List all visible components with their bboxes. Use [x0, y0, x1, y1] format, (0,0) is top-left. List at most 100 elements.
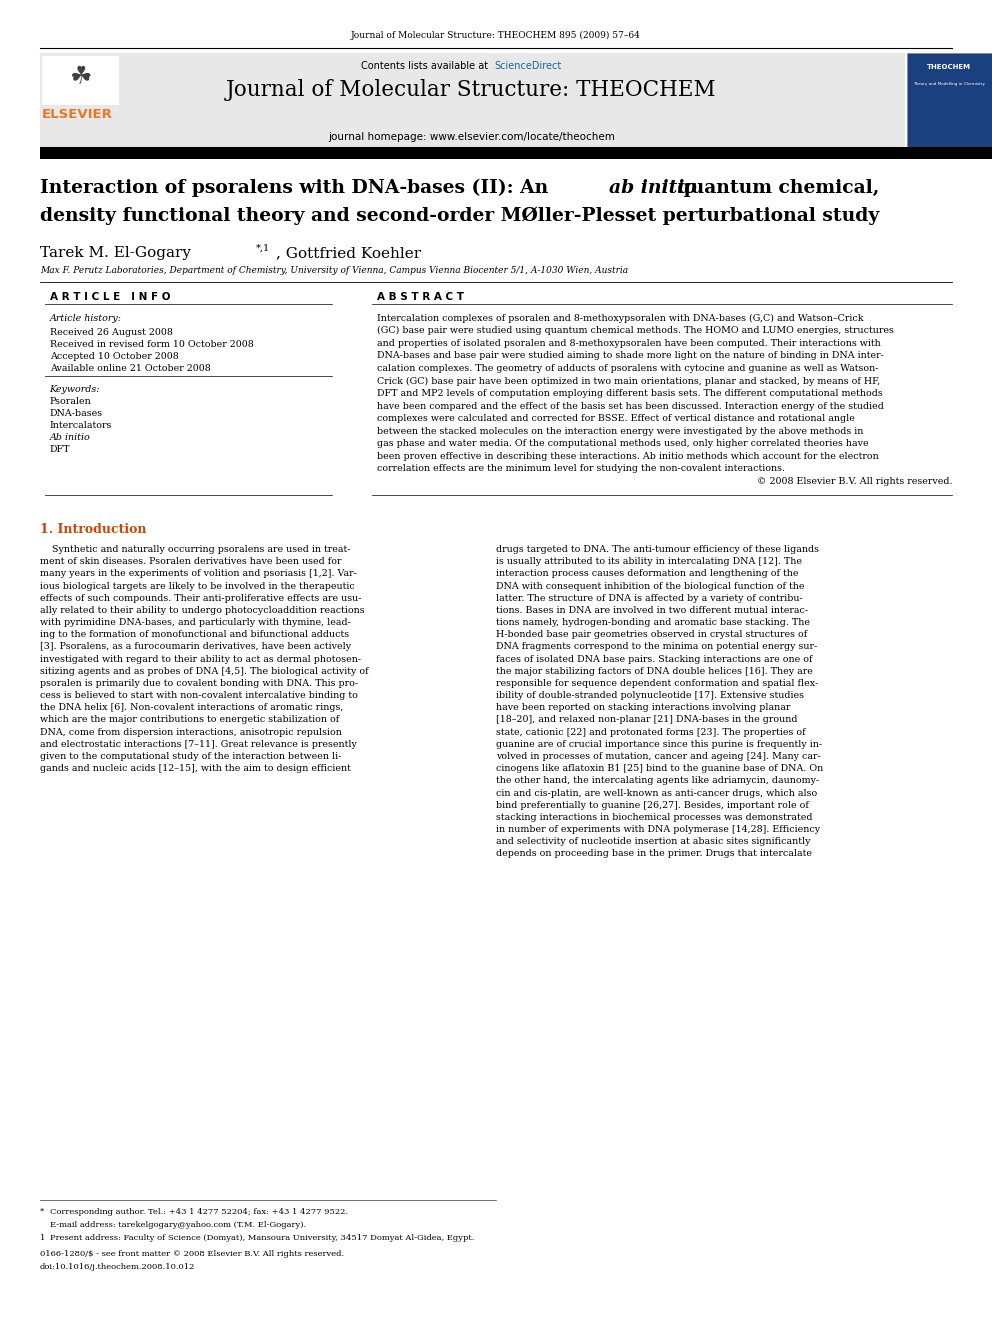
Text: Crick (GC) base pair have been optimized in two main orientations, planar and st: Crick (GC) base pair have been optimized… — [377, 376, 880, 385]
Text: volved in processes of mutation, cancer and ageing [24]. Many car-: volved in processes of mutation, cancer … — [496, 751, 820, 761]
Text: gands and nucleic acids [12–15], with the aim to design efficient: gands and nucleic acids [12–15], with th… — [40, 765, 350, 773]
Text: H-bonded base pair geometries observed in crystal structures of: H-bonded base pair geometries observed i… — [496, 630, 807, 639]
Text: [18–20], and relaxed non-planar [21] DNA-bases in the ground: [18–20], and relaxed non-planar [21] DNA… — [496, 716, 798, 725]
Text: investigated with regard to their ability to act as dermal photosen-: investigated with regard to their abilit… — [40, 655, 361, 664]
Text: ELSEVIER: ELSEVIER — [42, 108, 112, 122]
Text: [3]. Psoralens, as a furocoumarin derivatives, have been actively: [3]. Psoralens, as a furocoumarin deriva… — [40, 643, 351, 651]
Text: *: * — [40, 1208, 44, 1216]
Text: and electrostatic interactions [7–11]. Great relevance is presently: and electrostatic interactions [7–11]. G… — [40, 740, 356, 749]
Text: interaction process causes deformation and lengthening of the: interaction process causes deformation a… — [496, 569, 799, 578]
Text: and selectivity of nucleotide insertion at abasic sites significantly: and selectivity of nucleotide insertion … — [496, 837, 810, 847]
Text: the DNA helix [6]. Non-covalent interactions of aromatic rings,: the DNA helix [6]. Non-covalent interact… — [40, 704, 343, 712]
Text: Received in revised form 10 October 2008: Received in revised form 10 October 2008 — [50, 340, 253, 349]
Text: Accepted 10 October 2008: Accepted 10 October 2008 — [50, 352, 179, 361]
Text: ibility of double-stranded polynucleotide [17]. Extensive studies: ibility of double-stranded polynucleotid… — [496, 691, 804, 700]
Text: between the stacked molecules on the interaction energy were investigated by the: between the stacked molecules on the int… — [377, 426, 863, 435]
Text: density functional theory and second-order MØller-Plesset perturbational study: density functional theory and second-ord… — [40, 206, 879, 225]
Text: effects of such compounds. Their anti-proliferative effects are usu-: effects of such compounds. Their anti-pr… — [40, 594, 361, 603]
Text: and properties of isolated psoralen and 8-methoxypsoralen have been computed. Th: and properties of isolated psoralen and … — [377, 339, 881, 348]
Text: have been compared and the effect of the basis set has been discussed. Interacti: have been compared and the effect of the… — [377, 402, 884, 410]
Text: , Gottfried Koehler: , Gottfried Koehler — [276, 246, 421, 261]
Text: psoralen is primarily due to covalent bonding with DNA. This pro-: psoralen is primarily due to covalent bo… — [40, 679, 358, 688]
Text: ing to the formation of monofunctional and bifunctional adducts: ing to the formation of monofunctional a… — [40, 630, 349, 639]
Bar — [40, 147, 992, 159]
Text: Theory and Modelling in Chemistry: Theory and Modelling in Chemistry — [914, 82, 985, 86]
Text: doi:10.1016/j.theochem.2008.10.012: doi:10.1016/j.theochem.2008.10.012 — [40, 1263, 195, 1271]
Text: depends on proceeding base in the primer. Drugs that intercalate: depends on proceeding base in the primer… — [496, 849, 812, 859]
Text: © 2008 Elsevier B.V. All rights reserved.: © 2008 Elsevier B.V. All rights reserved… — [757, 478, 952, 486]
Text: DNA-bases: DNA-bases — [50, 409, 103, 418]
Text: ious biological targets are likely to be involved in the therapeutic: ious biological targets are likely to be… — [40, 582, 354, 590]
Text: 0166-1280/$ - see front matter © 2008 Elsevier B.V. All rights reserved.: 0166-1280/$ - see front matter © 2008 El… — [40, 1250, 344, 1258]
Text: ☘: ☘ — [69, 65, 91, 89]
Text: E-mail address: tarekelgogary@yahoo.com (T.M. El-Gogary).: E-mail address: tarekelgogary@yahoo.com … — [50, 1221, 306, 1229]
Text: Tarek M. El-Gogary: Tarek M. El-Gogary — [40, 246, 195, 261]
Text: Max F. Perutz Laboratories, Department of Chemistry, University of Vienna, Campu: Max F. Perutz Laboratories, Department o… — [40, 266, 628, 275]
Text: drugs targeted to DNA. The anti-tumour efficiency of these ligands: drugs targeted to DNA. The anti-tumour e… — [496, 545, 819, 554]
Text: 1. Introduction: 1. Introduction — [40, 523, 146, 536]
Text: calation complexes. The geometry of adducts of psoralens with cytocine and guani: calation complexes. The geometry of addu… — [377, 364, 879, 373]
Text: A R T I C L E   I N F O: A R T I C L E I N F O — [50, 292, 170, 303]
Text: responsible for sequence dependent conformation and spatial flex-: responsible for sequence dependent confo… — [496, 679, 818, 688]
Text: Ab initio: Ab initio — [50, 433, 90, 442]
Text: 1: 1 — [40, 1234, 45, 1242]
Text: DNA with consequent inhibition of the biological function of the: DNA with consequent inhibition of the bi… — [496, 582, 805, 590]
Text: tions namely, hydrogen-bonding and aromatic base stacking. The: tions namely, hydrogen-bonding and aroma… — [496, 618, 810, 627]
Text: Present address: Faculty of Science (Domyat), Mansoura University, 34517 Domyat : Present address: Faculty of Science (Dom… — [50, 1234, 474, 1242]
Bar — [40, 53, 905, 148]
Text: latter. The structure of DNA is affected by a variety of contribu-: latter. The structure of DNA is affected… — [496, 594, 803, 603]
Text: Intercalation complexes of psoralen and 8-methoxypsoralen with DNA-bases (G,C) a: Intercalation complexes of psoralen and … — [377, 314, 863, 323]
Text: Intercalators: Intercalators — [50, 421, 112, 430]
Text: ally related to their ability to undergo photocycloaddition reactions: ally related to their ability to undergo… — [40, 606, 364, 615]
Text: stacking interactions in biochemical processes was demonstrated: stacking interactions in biochemical pro… — [496, 812, 812, 822]
Text: with pyrimidine DNA-bases, and particularly with thymine, lead-: with pyrimidine DNA-bases, and particula… — [40, 618, 350, 627]
Text: in number of experiments with DNA polymerase [14,28]. Efficiency: in number of experiments with DNA polyme… — [496, 826, 820, 833]
Text: quantum chemical,: quantum chemical, — [671, 179, 879, 197]
Text: DFT: DFT — [50, 445, 70, 454]
Text: DFT and MP2 levels of computation employing different basis sets. The different : DFT and MP2 levels of computation employ… — [377, 389, 883, 398]
Text: ab initio: ab initio — [609, 179, 697, 197]
Text: Corresponding author. Tel.: +43 1 4277 52204; fax: +43 1 4277 9522.: Corresponding author. Tel.: +43 1 4277 5… — [50, 1208, 347, 1216]
Text: cess is believed to start with non-covalent intercalative binding to: cess is believed to start with non-coval… — [40, 691, 357, 700]
Text: THEOCHEM: THEOCHEM — [928, 64, 971, 70]
Text: Received 26 August 2008: Received 26 August 2008 — [50, 328, 173, 337]
Text: gas phase and water media. Of the computational methods used, only higher correl: gas phase and water media. Of the comput… — [377, 439, 869, 448]
Text: which are the major contributions to energetic stabilization of: which are the major contributions to ene… — [40, 716, 339, 725]
Text: Synthetic and naturally occurring psoralens are used in treat-: Synthetic and naturally occurring psoral… — [40, 545, 350, 554]
Text: many years in the experiments of volition and psoriasis [1,2]. Var-: many years in the experiments of volitio… — [40, 569, 356, 578]
Text: Interaction of psoralens with DNA-bases (II): An: Interaction of psoralens with DNA-bases … — [40, 179, 555, 197]
Bar — [42, 56, 119, 105]
Text: cin and cis-platin, are well-known as anti-cancer drugs, which also: cin and cis-platin, are well-known as an… — [496, 789, 817, 798]
Text: Article history:: Article history: — [50, 314, 122, 323]
Text: DNA fragments correspond to the minima on potential energy sur-: DNA fragments correspond to the minima o… — [496, 643, 817, 651]
Text: *,1: *,1 — [256, 243, 270, 253]
Bar — [907, 53, 992, 148]
Text: state, cationic [22] and protonated forms [23]. The properties of: state, cationic [22] and protonated form… — [496, 728, 806, 737]
Text: given to the computational study of the interaction between li-: given to the computational study of the … — [40, 751, 341, 761]
Text: is usually attributed to its ability in intercalating DNA [12]. The: is usually attributed to its ability in … — [496, 557, 802, 566]
Text: DNA, come from dispersion interactions, anisotropic repulsion: DNA, come from dispersion interactions, … — [40, 728, 341, 737]
Text: Available online 21 October 2008: Available online 21 October 2008 — [50, 364, 210, 373]
Text: Keywords:: Keywords: — [50, 385, 100, 394]
Text: DNA-bases and base pair were studied aiming to shade more light on the nature of: DNA-bases and base pair were studied aim… — [377, 351, 884, 360]
Text: ment of skin diseases. Psoralen derivatives have been used for: ment of skin diseases. Psoralen derivati… — [40, 557, 341, 566]
Text: guanine are of crucial importance since this purine is frequently in-: guanine are of crucial importance since … — [496, 740, 822, 749]
Text: (GC) base pair were studied using quantum chemical methods. The HOMO and LUMO en: (GC) base pair were studied using quantu… — [377, 325, 894, 335]
Text: the major stabilizing factors of DNA double helices [16]. They are: the major stabilizing factors of DNA dou… — [496, 667, 812, 676]
Text: correlation effects are the minimum level for studying the non-covalent interact: correlation effects are the minimum leve… — [377, 464, 785, 474]
Text: bind preferentially to guanine [26,27]. Besides, important role of: bind preferentially to guanine [26,27]. … — [496, 800, 808, 810]
Text: Psoralen: Psoralen — [50, 397, 91, 406]
Text: A B S T R A C T: A B S T R A C T — [377, 292, 464, 303]
Text: Journal of Molecular Structure: THEOCHEM 895 (2009) 57–64: Journal of Molecular Structure: THEOCHEM… — [351, 30, 641, 40]
Text: ScienceDirect: ScienceDirect — [494, 61, 561, 71]
Text: tions. Bases in DNA are involved in two different mutual interac-: tions. Bases in DNA are involved in two … — [496, 606, 808, 615]
Text: been proven effective in describing these interactions. Ab initio methods which : been proven effective in describing thes… — [377, 452, 879, 460]
Text: complexes were calculated and corrected for BSSE. Effect of vertical distance an: complexes were calculated and corrected … — [377, 414, 855, 423]
Text: journal homepage: www.elsevier.com/locate/theochem: journal homepage: www.elsevier.com/locat… — [327, 132, 615, 143]
Text: the other hand, the intercalating agents like adriamycin, daunomy-: the other hand, the intercalating agents… — [496, 777, 819, 786]
Text: Journal of Molecular Structure: THEOCHEM: Journal of Molecular Structure: THEOCHEM — [226, 79, 716, 102]
Text: sitizing agents and as probes of DNA [4,5]. The biological activity of: sitizing agents and as probes of DNA [4,… — [40, 667, 368, 676]
Text: have been reported on stacking interactions involving planar: have been reported on stacking interacti… — [496, 704, 791, 712]
Text: cinogens like aflatoxin B1 [25] bind to the guanine base of DNA. On: cinogens like aflatoxin B1 [25] bind to … — [496, 765, 823, 773]
Text: Contents lists available at: Contents lists available at — [361, 61, 491, 71]
